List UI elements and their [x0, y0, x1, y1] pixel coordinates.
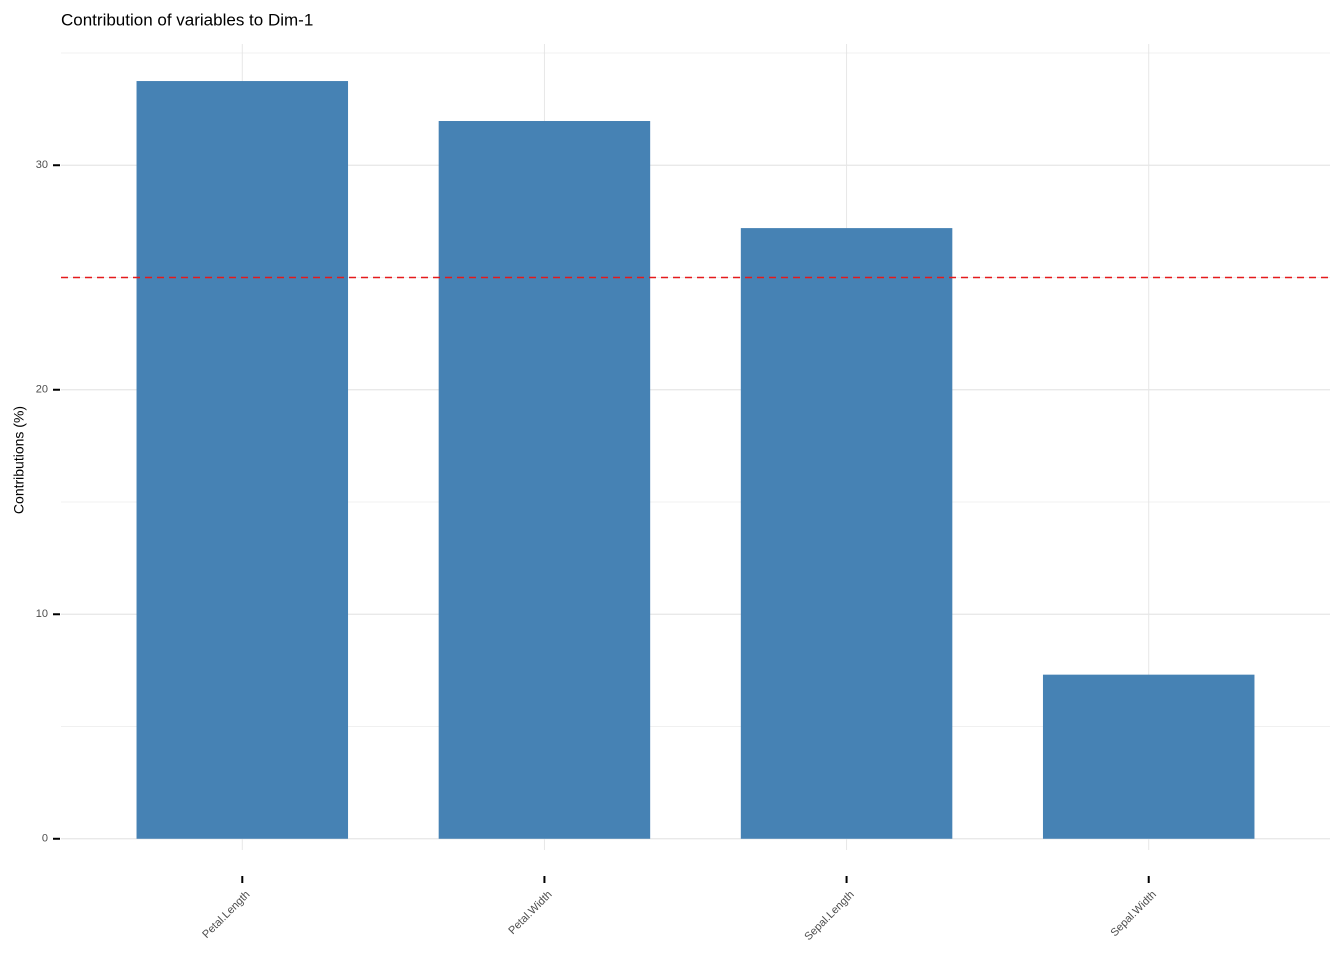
bar — [740, 228, 953, 839]
x-tick-label: Sepal.Width — [1108, 889, 1158, 939]
chart-title: Contribution of variables to Dim-1 — [61, 10, 313, 29]
y-tick-label: 0 — [42, 833, 48, 845]
y-tick-label: 30 — [36, 159, 48, 171]
x-tick-label: Sepal.Length — [802, 889, 856, 943]
x-tick-label: Petal.Width — [506, 889, 554, 937]
bar — [1042, 674, 1255, 839]
y-axis-label: Contributions (%) — [11, 406, 27, 514]
bar — [136, 81, 349, 839]
x-tick-label: Petal.Length — [200, 889, 252, 941]
y-tick-label: 20 — [36, 384, 48, 396]
bar — [438, 121, 651, 839]
y-tick-label: 10 — [36, 608, 48, 620]
